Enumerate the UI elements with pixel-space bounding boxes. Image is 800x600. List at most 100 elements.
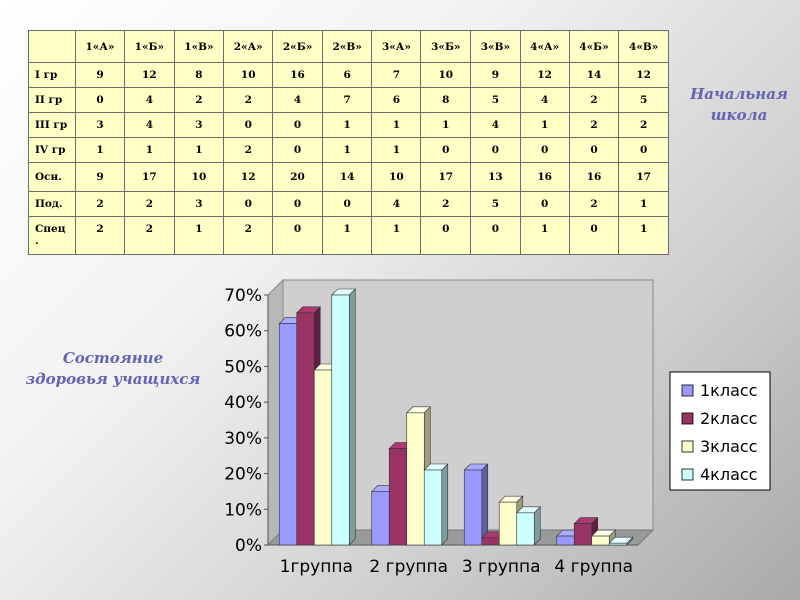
y-tick-label: 40%: [224, 393, 262, 413]
column-header: 4«В»: [618, 30, 669, 63]
table-cell: 4: [470, 112, 521, 138]
bar-4класс: [516, 512, 535, 546]
bar-3класс: [313, 369, 333, 546]
y-tick-label: 70%: [224, 286, 262, 306]
table-cell: 0: [470, 216, 521, 255]
school-caption: Начальная школа: [690, 85, 788, 124]
table-cell: 12: [618, 62, 669, 88]
bar-2класс: [388, 448, 408, 546]
table-header-row: 1«А» 1«Б» 1«В» 2«А» 2«Б» 2«В» 3«А» 3«Б» 3«В» 4«А»…: [28, 30, 669, 63]
table-cell: 14: [321, 162, 373, 192]
legend-label: 2класс: [700, 409, 757, 428]
table-cell: 1: [618, 191, 669, 217]
column-header: 3«В»: [470, 30, 521, 63]
bar-4класс: [608, 542, 628, 546]
legend-label: 4класс: [700, 465, 757, 484]
bar-1класс: [556, 535, 575, 546]
table-cell: 10: [173, 162, 225, 192]
row-label: IV гр: [28, 137, 76, 163]
table-cell: 2: [173, 87, 225, 113]
bar-2класс: [481, 537, 500, 546]
table-cell: 6: [371, 87, 422, 113]
table-cell: 2: [124, 216, 175, 255]
table-cell: 16: [568, 162, 620, 192]
bar-side-4класс: [533, 506, 541, 546]
table-cell: 0: [272, 216, 323, 255]
table-cell: 4: [124, 112, 175, 138]
table-cell: 1: [321, 137, 373, 163]
table-cell: 0: [420, 216, 472, 255]
y-tick-label: 0%: [235, 536, 262, 556]
table-cell: 2: [223, 137, 274, 163]
table-cell: 5: [618, 87, 669, 113]
table-cell: 1: [173, 216, 225, 255]
table-cell: 0: [519, 137, 570, 163]
y-tick-label: 10%: [224, 500, 262, 520]
table-corner-cell: [28, 30, 76, 63]
table-cell: 10: [371, 162, 422, 192]
y-tick-label: 60%: [224, 322, 262, 342]
table-row: Осн. 9 17 10 12 20 14 10 17 13 16 16 17: [28, 162, 669, 192]
table-cell: 20: [272, 162, 323, 192]
column-header: 4«Б»: [568, 30, 620, 63]
table-cell: 2: [223, 216, 274, 255]
table-cell: 8: [420, 87, 472, 113]
table-cell: 1: [75, 137, 125, 163]
table-cell: 2: [568, 87, 620, 113]
table-cell: 9: [75, 162, 125, 192]
stats-table-container: 1«А» 1«Б» 1«В» 2«А» 2«Б» 2«В» 3«А» 3«Б» 3«В» 4«А»…: [28, 30, 669, 255]
bar-1класс: [371, 491, 390, 546]
bar-2класс: [573, 523, 593, 546]
table-cell: 0: [568, 137, 620, 163]
stats-table: 1«А» 1«Б» 1«В» 2«А» 2«Б» 2«В» 3«А» 3«Б» 3«В» 4«А»…: [28, 30, 669, 255]
bar-side-4класс: [441, 463, 449, 546]
legend-label: 3класс: [700, 437, 757, 456]
table-cell: 9: [75, 62, 125, 88]
legend-swatch: [681, 384, 694, 397]
health-caption: Состояние здоровья учащихся: [25, 349, 201, 388]
bar-1класс: [463, 469, 483, 546]
column-header: 2«В»: [321, 30, 373, 63]
table-cell: 1: [519, 112, 570, 138]
table-cell: 0: [519, 191, 570, 217]
bar-3класс: [498, 501, 518, 546]
table-cell: 4: [272, 87, 323, 113]
column-header: 1«А»: [75, 30, 125, 63]
table-cell: 16: [272, 62, 323, 88]
table-cell: 0: [272, 112, 323, 138]
column-header: 1«В»: [173, 30, 225, 63]
table-cell: 12: [124, 62, 175, 88]
legend-swatch: [681, 468, 694, 481]
legend-swatch: [681, 440, 694, 453]
table-cell: 1: [420, 112, 472, 138]
y-tick-label: 20%: [224, 465, 262, 485]
bar-3класс: [591, 535, 610, 546]
table-cell: 0: [223, 112, 274, 138]
table-cell: 0: [420, 137, 472, 163]
row-label: Осн.: [28, 162, 76, 192]
bar-1класс: [278, 323, 298, 546]
table-cell: 0: [321, 191, 373, 217]
table-cell: 2: [568, 191, 620, 217]
table-cell: 13: [470, 162, 521, 192]
bar-4класс: [423, 469, 443, 546]
table-cell: 12: [223, 162, 274, 192]
x-category-label: 3 группа: [462, 557, 541, 577]
x-category-label: 4 группа: [554, 557, 633, 577]
table-cell: 17: [618, 162, 669, 192]
legend-label: 1класс: [700, 381, 757, 400]
x-category-label: 1группа: [280, 557, 353, 577]
table-cell: 17: [124, 162, 175, 192]
table-cell: 8: [173, 62, 225, 88]
table-cell: 1: [519, 216, 570, 255]
table-cell: 0: [272, 191, 323, 217]
legend-swatch: [681, 412, 694, 425]
x-category-label: 2 группа: [369, 557, 448, 577]
table-cell: 1: [371, 216, 422, 255]
row-label: Спец .: [28, 216, 76, 255]
table-cell: 1: [124, 137, 175, 163]
bar-2класс: [296, 312, 315, 546]
table-cell: 14: [568, 62, 620, 88]
column-header: 1«Б»: [124, 30, 175, 63]
